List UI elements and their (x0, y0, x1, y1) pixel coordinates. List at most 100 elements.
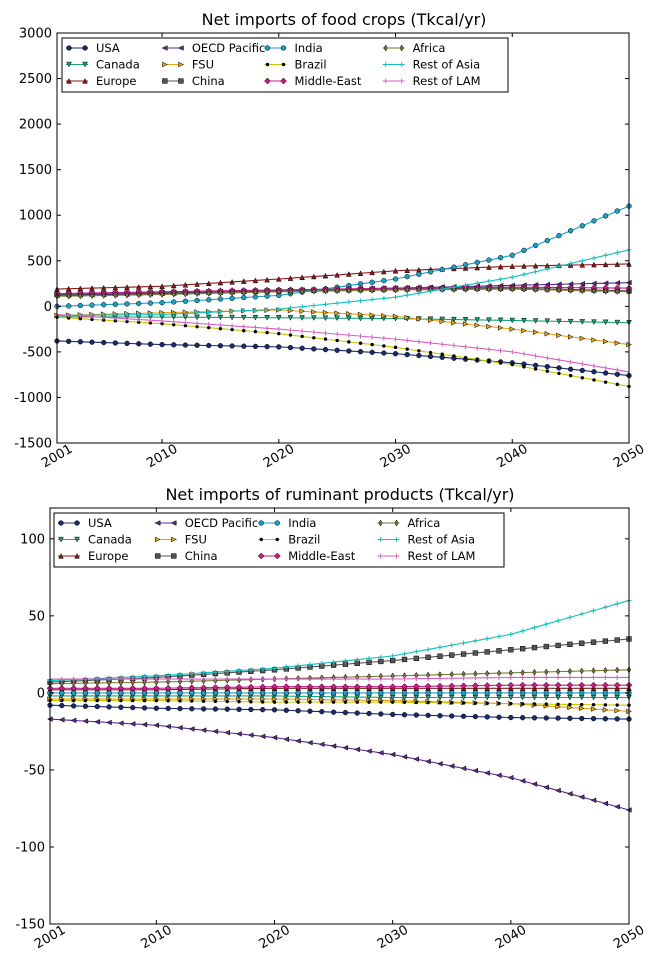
data-point (271, 690, 278, 696)
data-point (200, 684, 207, 692)
data-point (201, 670, 207, 676)
series-africa (54, 285, 632, 300)
data-point (142, 698, 147, 703)
data-point (171, 290, 176, 298)
data-point (472, 682, 479, 690)
data-point (124, 301, 130, 307)
data-point (378, 711, 384, 717)
data-point (401, 712, 408, 718)
data-point (413, 655, 419, 662)
data-point (165, 705, 171, 712)
data-point (264, 344, 270, 350)
data-point (520, 628, 526, 634)
data-point (272, 700, 277, 704)
data-point (307, 739, 313, 746)
data-point (520, 702, 525, 706)
data-point (567, 667, 573, 675)
y-tick-label: 3000 (19, 27, 52, 42)
data-point (277, 331, 281, 336)
data-point (603, 370, 609, 376)
data-point (271, 696, 278, 702)
data-point (171, 311, 177, 317)
legend-marker (66, 61, 72, 68)
data-point (342, 690, 349, 696)
data-point (90, 317, 94, 322)
data-point (275, 315, 282, 321)
data-point (531, 644, 538, 651)
legend-label: Europe (88, 549, 128, 563)
data-point (484, 770, 490, 776)
data-point (416, 316, 422, 322)
y-tick-label: 0 (37, 686, 45, 701)
data-point (236, 706, 242, 713)
data-point (136, 300, 142, 307)
data-point (206, 297, 212, 303)
data-point (402, 700, 407, 704)
legend-label: India (294, 41, 322, 55)
data-point (70, 703, 77, 709)
data-point (498, 276, 503, 282)
data-point (125, 319, 129, 324)
data-point (194, 310, 200, 316)
data-point (217, 296, 224, 302)
data-point (473, 701, 478, 705)
data-point (241, 308, 247, 314)
data-point (614, 716, 620, 722)
data-point (129, 721, 136, 727)
data-point (521, 285, 527, 293)
data-point (217, 314, 224, 321)
legend-marker (378, 537, 383, 542)
data-point (369, 279, 375, 285)
axes-frame (56, 32, 630, 444)
data-point (370, 286, 375, 294)
legend-entry: Africa (382, 41, 445, 55)
data-point (276, 344, 282, 350)
data-point (486, 257, 492, 263)
data-point (194, 342, 200, 348)
series-line (56, 316, 630, 388)
series-line (50, 687, 629, 691)
legend-marker (274, 520, 280, 526)
data-point (390, 653, 396, 659)
data-point (590, 690, 597, 696)
data-point (194, 281, 200, 287)
data-point (354, 657, 360, 663)
legend-entry: Europe (58, 549, 128, 563)
legend-label: Africa (408, 516, 441, 530)
data-point (142, 678, 147, 686)
data-point (437, 690, 443, 696)
legend-entry: USA (58, 516, 112, 530)
data-point (579, 690, 585, 696)
data-point (545, 369, 549, 373)
data-point (557, 371, 561, 376)
data-point (440, 352, 444, 356)
series-rest-of-lam (56, 312, 630, 375)
data-point (283, 664, 289, 670)
data-point (602, 716, 609, 722)
data-point (416, 290, 422, 296)
data-point (405, 347, 409, 351)
data-point (615, 287, 620, 295)
data-point (591, 261, 597, 268)
data-point (579, 611, 585, 617)
legend-entry: Europe (66, 74, 136, 88)
data-point (94, 703, 100, 710)
legend-entry: India (264, 41, 323, 55)
data-point (614, 340, 621, 346)
data-point (544, 318, 551, 325)
data-point (346, 315, 352, 322)
data-point (137, 320, 141, 324)
data-point (578, 681, 586, 689)
data-point (322, 309, 329, 316)
data-point (259, 683, 267, 691)
data-point (189, 706, 195, 712)
data-point (390, 657, 396, 664)
data-point (236, 731, 242, 737)
data-point (60, 698, 64, 703)
legend-marker (74, 553, 80, 559)
data-point (533, 269, 539, 275)
data-point (78, 292, 83, 300)
data-point (190, 699, 194, 703)
data-point (462, 321, 469, 327)
y-tick-label: 1000 (19, 209, 52, 224)
